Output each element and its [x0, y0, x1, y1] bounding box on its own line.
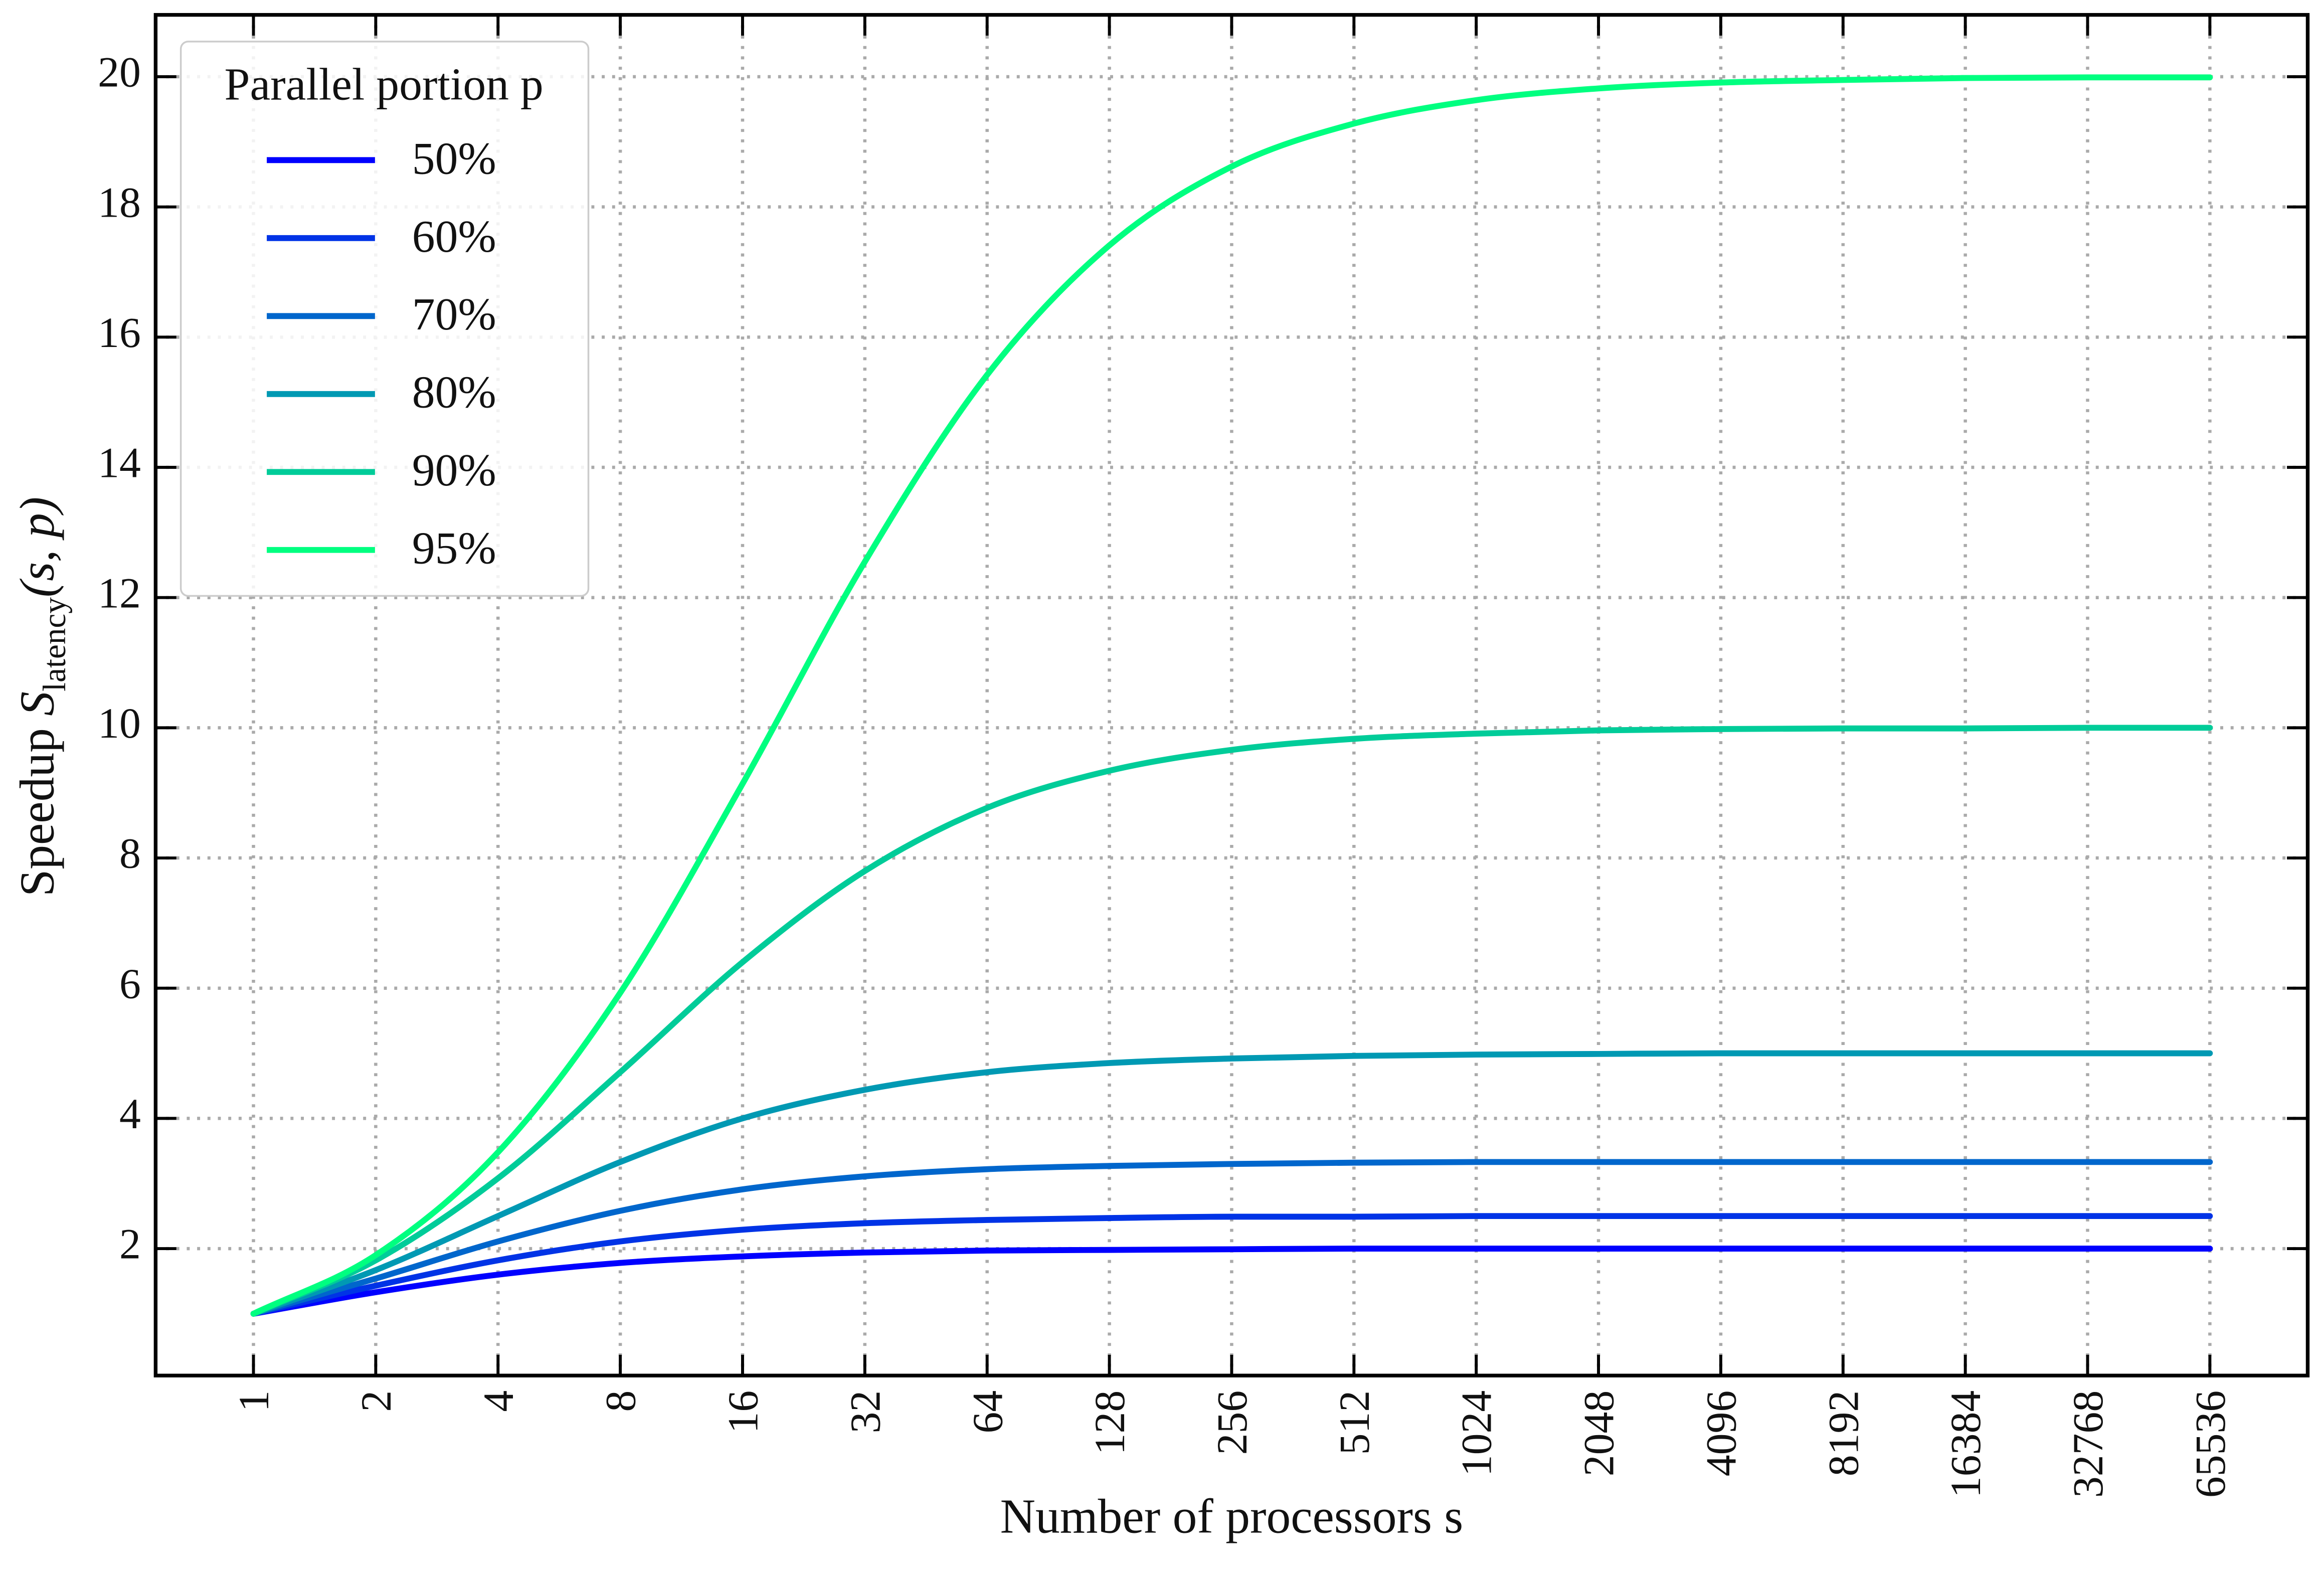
- legend: Parallel portion p 50% 60% 70% 80% 90% 95%: [180, 41, 590, 597]
- legend-label: 50%: [412, 132, 496, 184]
- x-tick-label: 32768: [2064, 1390, 2112, 1498]
- series-line: [250, 1050, 2213, 1317]
- y-label-args: (s, p): [10, 497, 64, 597]
- y-axis-label: Speedup Slatency(s, p): [10, 497, 73, 897]
- legend-label: 70%: [412, 288, 496, 339]
- y-tick-label: 6: [119, 960, 141, 1007]
- legend-box: [180, 41, 590, 597]
- x-tick-label: 4096: [1697, 1390, 1745, 1476]
- x-axis-label: Number of processors s: [1000, 1490, 1464, 1544]
- x-tick-label: 16384: [1942, 1390, 1990, 1498]
- x-tick-label: 16: [720, 1390, 767, 1434]
- x-tick-label: 512: [1331, 1390, 1378, 1455]
- x-tick-label: 8192: [1820, 1390, 1867, 1476]
- legend-label: 80%: [412, 367, 496, 418]
- x-tick-label: 256: [1208, 1390, 1256, 1455]
- y-tick-label: 18: [98, 179, 141, 226]
- x-tick-label: 2: [352, 1390, 400, 1412]
- series-line: [250, 74, 2213, 1317]
- y-label-text: Speedup: [10, 716, 64, 897]
- y-tick-label: 2: [119, 1220, 141, 1268]
- plot-frame: [153, 13, 2310, 1377]
- series-line: [250, 1213, 2213, 1317]
- y-tick-label: 16: [98, 309, 141, 357]
- x-tick-label: 4: [475, 1390, 522, 1412]
- x-tick-label: 1: [230, 1390, 278, 1412]
- legend-label: 95%: [412, 522, 496, 574]
- series-line: [250, 1159, 2213, 1317]
- lines: [250, 74, 2213, 1317]
- y-tick-label: 10: [98, 700, 141, 747]
- y-tick-label: 12: [98, 569, 141, 617]
- x-tick-label: 64: [964, 1390, 1011, 1434]
- x-tick-label: 8: [597, 1390, 645, 1412]
- x-tick-label: 32: [841, 1390, 889, 1434]
- series-line: [250, 1246, 2213, 1317]
- x-tick-label: 1024: [1453, 1390, 1501, 1476]
- y-tick-label: 8: [119, 830, 141, 878]
- y-label-subscript: latency: [37, 597, 73, 691]
- legend-label: 60%: [412, 211, 496, 262]
- y-tick-label: 4: [119, 1090, 141, 1138]
- legend-label: 90%: [412, 444, 496, 495]
- legend-title: Parallel portion p: [225, 58, 544, 109]
- y-tick-label: 14: [98, 439, 141, 487]
- x-tick-label: 2048: [1575, 1390, 1623, 1476]
- x-tick-label: 65536: [2187, 1390, 2234, 1498]
- y-label-symbol: S: [10, 691, 64, 716]
- x-tick-label: 128: [1086, 1390, 1134, 1455]
- series-line: [250, 725, 2213, 1317]
- y-tick-label: 20: [98, 49, 141, 96]
